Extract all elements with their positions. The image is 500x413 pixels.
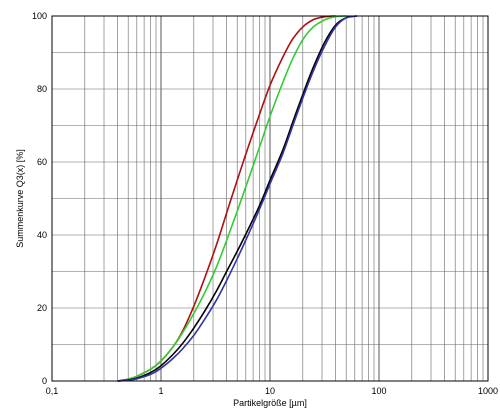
- y-axis-label: Summenkurve Q3(x) [%]: [15, 149, 25, 248]
- series-layer: [117, 15, 358, 382]
- x-axis-label: Partikelgröße [µm]: [233, 398, 307, 408]
- x-tick-label: 1: [158, 386, 163, 396]
- x-tick-labels: 0,1 1 10 100 1000: [46, 386, 498, 396]
- y-tick-label: 0: [42, 376, 47, 386]
- plot-frame: [51, 15, 489, 382]
- y-tick-label: 80: [37, 84, 47, 94]
- series-line-4: [117, 15, 358, 382]
- x-tick-label: 100: [371, 386, 386, 396]
- y-tick-label: 60: [37, 157, 47, 167]
- y-tick-label: 40: [37, 230, 47, 240]
- series-line-3: [117, 15, 358, 382]
- x-tick-label: 0,1: [46, 386, 59, 396]
- series-line-2: [117, 15, 347, 382]
- y-tick-label: 100: [32, 11, 47, 21]
- y-tick-labels: 0 20 40 60 80 100: [32, 11, 47, 386]
- x-tick-label: 10: [265, 386, 275, 396]
- y-tick-label: 20: [37, 303, 47, 313]
- x-tick-label: 1000: [478, 386, 498, 396]
